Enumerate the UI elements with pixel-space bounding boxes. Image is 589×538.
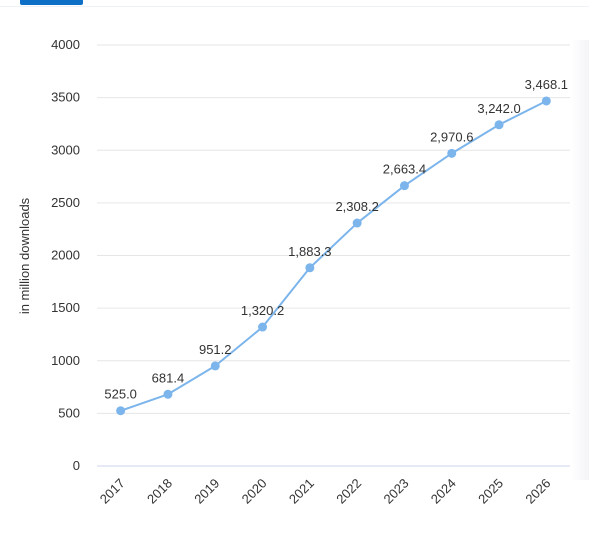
y-tick-label: 1000 bbox=[51, 353, 80, 368]
data-label: 1,320.2 bbox=[241, 303, 284, 318]
scroll-fade bbox=[571, 40, 589, 480]
y-tick-label: 3000 bbox=[51, 142, 80, 157]
data-point[interactable] bbox=[541, 96, 551, 106]
y-tick-label: 2000 bbox=[51, 248, 80, 263]
x-tick-label: 2022 bbox=[333, 476, 364, 507]
data-label: 2,663.4 bbox=[383, 162, 426, 177]
series bbox=[116, 96, 551, 416]
x-tick-label: 2026 bbox=[522, 476, 553, 507]
x-tick-label: 2023 bbox=[381, 476, 412, 507]
data-label: 2,970.6 bbox=[430, 129, 473, 144]
x-tick-label: 2021 bbox=[286, 476, 317, 507]
data-point[interactable] bbox=[352, 218, 362, 228]
data-label: 3,468.1 bbox=[525, 77, 568, 92]
data-label: 525.0 bbox=[104, 387, 137, 402]
data-point[interactable] bbox=[116, 406, 126, 416]
x-tick-label: 2018 bbox=[144, 476, 175, 507]
y-tick-label: 0 bbox=[73, 458, 80, 473]
x-tick-label: 2020 bbox=[239, 476, 270, 507]
data-label: 3,242.0 bbox=[477, 101, 520, 116]
data-point[interactable] bbox=[399, 181, 409, 191]
data-labels: 525.0 681.4 951.2 1,320.2 1,883.3 2,308.2 2,66… bbox=[104, 77, 568, 402]
x-tick-label: 2017 bbox=[97, 476, 128, 507]
y-tick-label: 1500 bbox=[51, 300, 80, 315]
data-point[interactable] bbox=[494, 120, 504, 130]
tab-indicator[interactable] bbox=[20, 0, 83, 5]
x-tick-label: 2024 bbox=[428, 476, 459, 507]
x-tick-label: 2019 bbox=[191, 476, 222, 507]
x-tick-label: 2025 bbox=[475, 476, 506, 507]
y-axis-label: in million downloads bbox=[17, 197, 32, 314]
data-label: 681.4 bbox=[152, 370, 185, 385]
data-label: 1,883.3 bbox=[288, 244, 331, 259]
y-tick-label: 4000 bbox=[51, 37, 80, 52]
data-point[interactable] bbox=[305, 263, 315, 273]
x-axis-ticks: 2017 2018 2019 2020 2021 2022 2023 2024 2025 2026 bbox=[97, 476, 554, 507]
y-tick-label: 500 bbox=[58, 405, 80, 420]
header-divider bbox=[0, 6, 589, 7]
data-point[interactable] bbox=[258, 322, 268, 332]
data-label: 2,308.2 bbox=[335, 199, 378, 214]
y-tick-label: 3500 bbox=[51, 90, 80, 105]
series-line bbox=[119, 99, 548, 412]
gridlines bbox=[97, 44, 570, 467]
data-point[interactable] bbox=[210, 361, 220, 371]
data-point[interactable] bbox=[163, 389, 173, 399]
y-tick-label: 2500 bbox=[51, 195, 80, 210]
y-axis-ticks: 0 500 1000 1500 2000 2500 3000 3500 4000 bbox=[51, 37, 80, 473]
data-label: 951.2 bbox=[199, 342, 232, 357]
data-point[interactable] bbox=[447, 148, 457, 158]
